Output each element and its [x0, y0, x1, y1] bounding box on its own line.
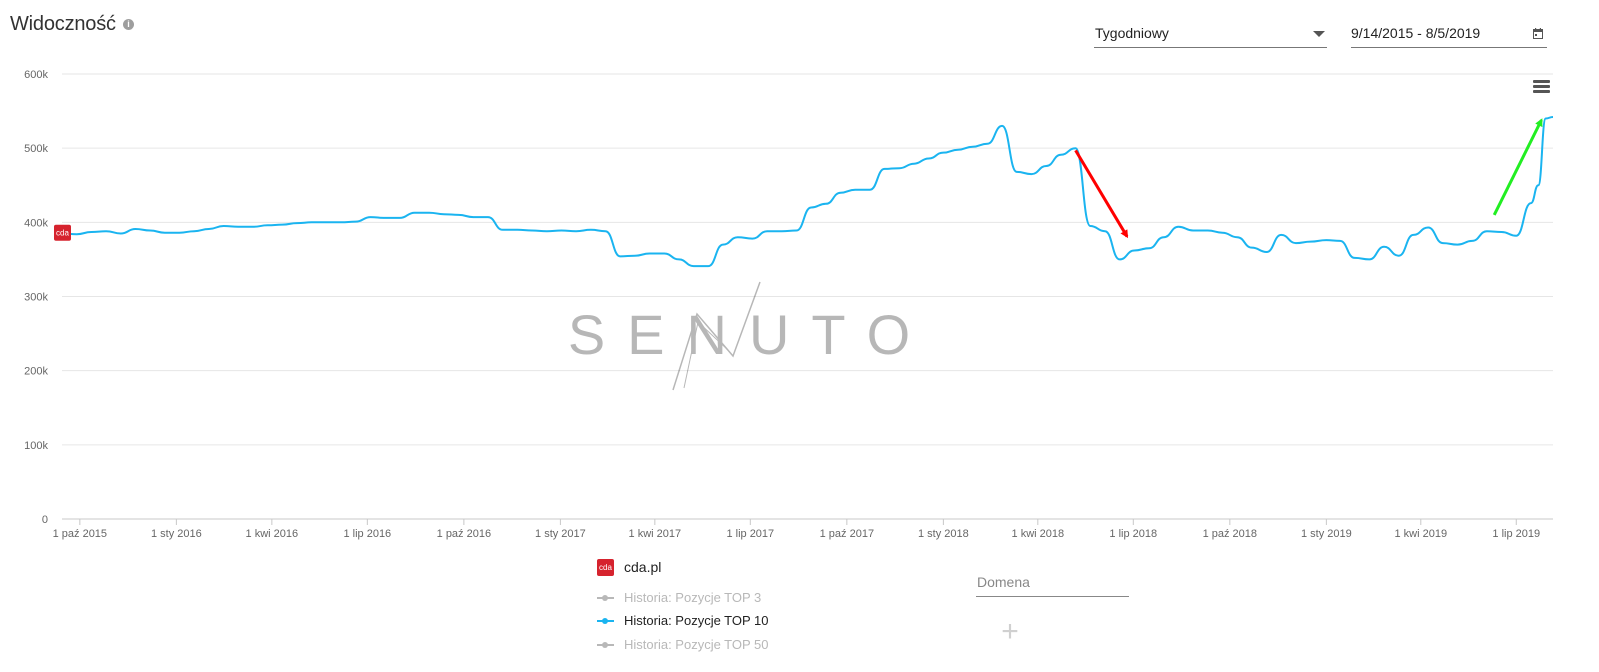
grid-lines: [62, 73, 1553, 446]
brand-icon: cda: [597, 559, 614, 576]
interval-select-value: Tygodniowy: [1095, 25, 1169, 41]
annotations: [1074, 118, 1543, 239]
series-line-top10: [61, 116, 1554, 268]
chevron-down-icon: [1313, 31, 1325, 37]
y-tick-label: 100k: [24, 440, 48, 452]
x-tick-label: 1 sty 2019: [1301, 528, 1352, 540]
senuto-watermark: SENUTO: [568, 281, 932, 391]
x-tick-label: 1 sty 2018: [918, 528, 969, 540]
x-tick-label: 1 paź 2017: [820, 528, 874, 540]
domain-badge-icon: [54, 224, 71, 241]
y-tick-label: 200k: [24, 366, 48, 378]
domain-badge-layer: cda: [54, 224, 71, 241]
calendar-icon[interactable]: [1533, 28, 1543, 39]
y-tick-label: 600k: [24, 69, 48, 81]
watermark-lightning-mark: [672, 281, 761, 391]
x-tick-label: 1 lip 2017: [726, 528, 774, 540]
y-tick-label: 500k: [24, 143, 48, 155]
legend-swatch-icon: [597, 595, 614, 601]
legend-label: Historia: Pozycje TOP 50: [624, 637, 769, 652]
x-tick-label: 1 kwi 2017: [629, 528, 682, 540]
green-arrow-annotation: [1492, 118, 1543, 216]
x-tick-label: 1 paź 2016: [437, 528, 491, 540]
x-tick-label: 1 kwi 2019: [1394, 528, 1447, 540]
y-axis-labels: 0 100k 200k 300k 400k 500k 600k: [24, 69, 48, 526]
x-tick-label: 1 kwi 2016: [246, 528, 299, 540]
x-tick-label: 1 lip 2019: [1492, 528, 1540, 540]
domain-badge-text: cda: [56, 229, 69, 238]
series-layer: [61, 116, 1554, 268]
legend-swatch-icon: [597, 642, 614, 648]
legend-swatch-icon: [597, 618, 614, 624]
y-tick-label: 0: [42, 514, 48, 526]
legend-domain-label: cda.pl: [624, 559, 662, 575]
page-title: Widoczność: [10, 13, 116, 35]
add-domain-button[interactable]: +: [1001, 615, 1019, 648]
domain-input-wrapper: [976, 570, 1129, 597]
x-tick-label: 1 lip 2018: [1109, 528, 1157, 540]
legend-label: Historia: Pozycje TOP 10: [624, 613, 769, 628]
y-tick-label: 400k: [24, 217, 48, 229]
red-arrow-annotation: [1074, 149, 1129, 239]
y-tick-label: 300k: [24, 292, 48, 304]
legend-label: Historia: Pozycje TOP 3: [624, 590, 762, 605]
date-range-value: 9/14/2015 - 8/5/2019: [1351, 25, 1481, 41]
x-tick-label: 1 paź 2015: [53, 528, 107, 540]
visibility-chart: 0 100k 200k 300k 400k 500k 600k 1 paź 2015 1 st…: [24, 69, 1554, 540]
interval-select[interactable]: Tygodniowy: [1094, 20, 1327, 48]
x-tick-label: 1 kwi 2018: [1012, 528, 1065, 540]
x-tick-label: 1 lip 2016: [343, 528, 391, 540]
domain-input[interactable]: [976, 570, 1127, 590]
x-tick-label: 1 paź 2018: [1203, 528, 1257, 540]
x-tick-label: 1 sty 2016: [151, 528, 202, 540]
x-axis: 1 paź 2015 1 sty 2016 1 kwi 2016 1 lip 2016…: [53, 518, 1553, 540]
x-tick-label: 1 sty 2017: [535, 528, 586, 540]
watermark-text: SENUTO: [568, 303, 932, 366]
hamburger-menu-icon[interactable]: [1533, 80, 1550, 95]
date-range-picker[interactable]: 9/14/2015 - 8/5/2019: [1351, 20, 1547, 48]
info-icon[interactable]: i: [123, 19, 134, 30]
